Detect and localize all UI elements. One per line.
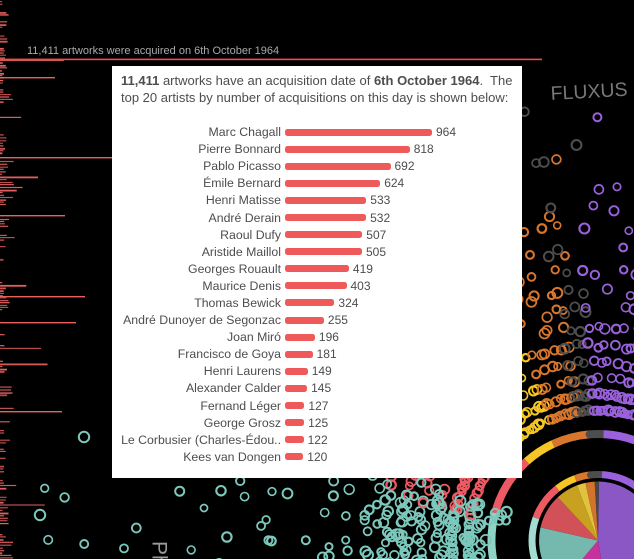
svg-text:FLUXUS: FLUXUS — [550, 79, 628, 105]
svg-text:Pho: Pho — [148, 541, 171, 559]
svg-text:11,411 artworks were acquired: 11,411 artworks were acquired on 6th Oct… — [27, 45, 279, 57]
